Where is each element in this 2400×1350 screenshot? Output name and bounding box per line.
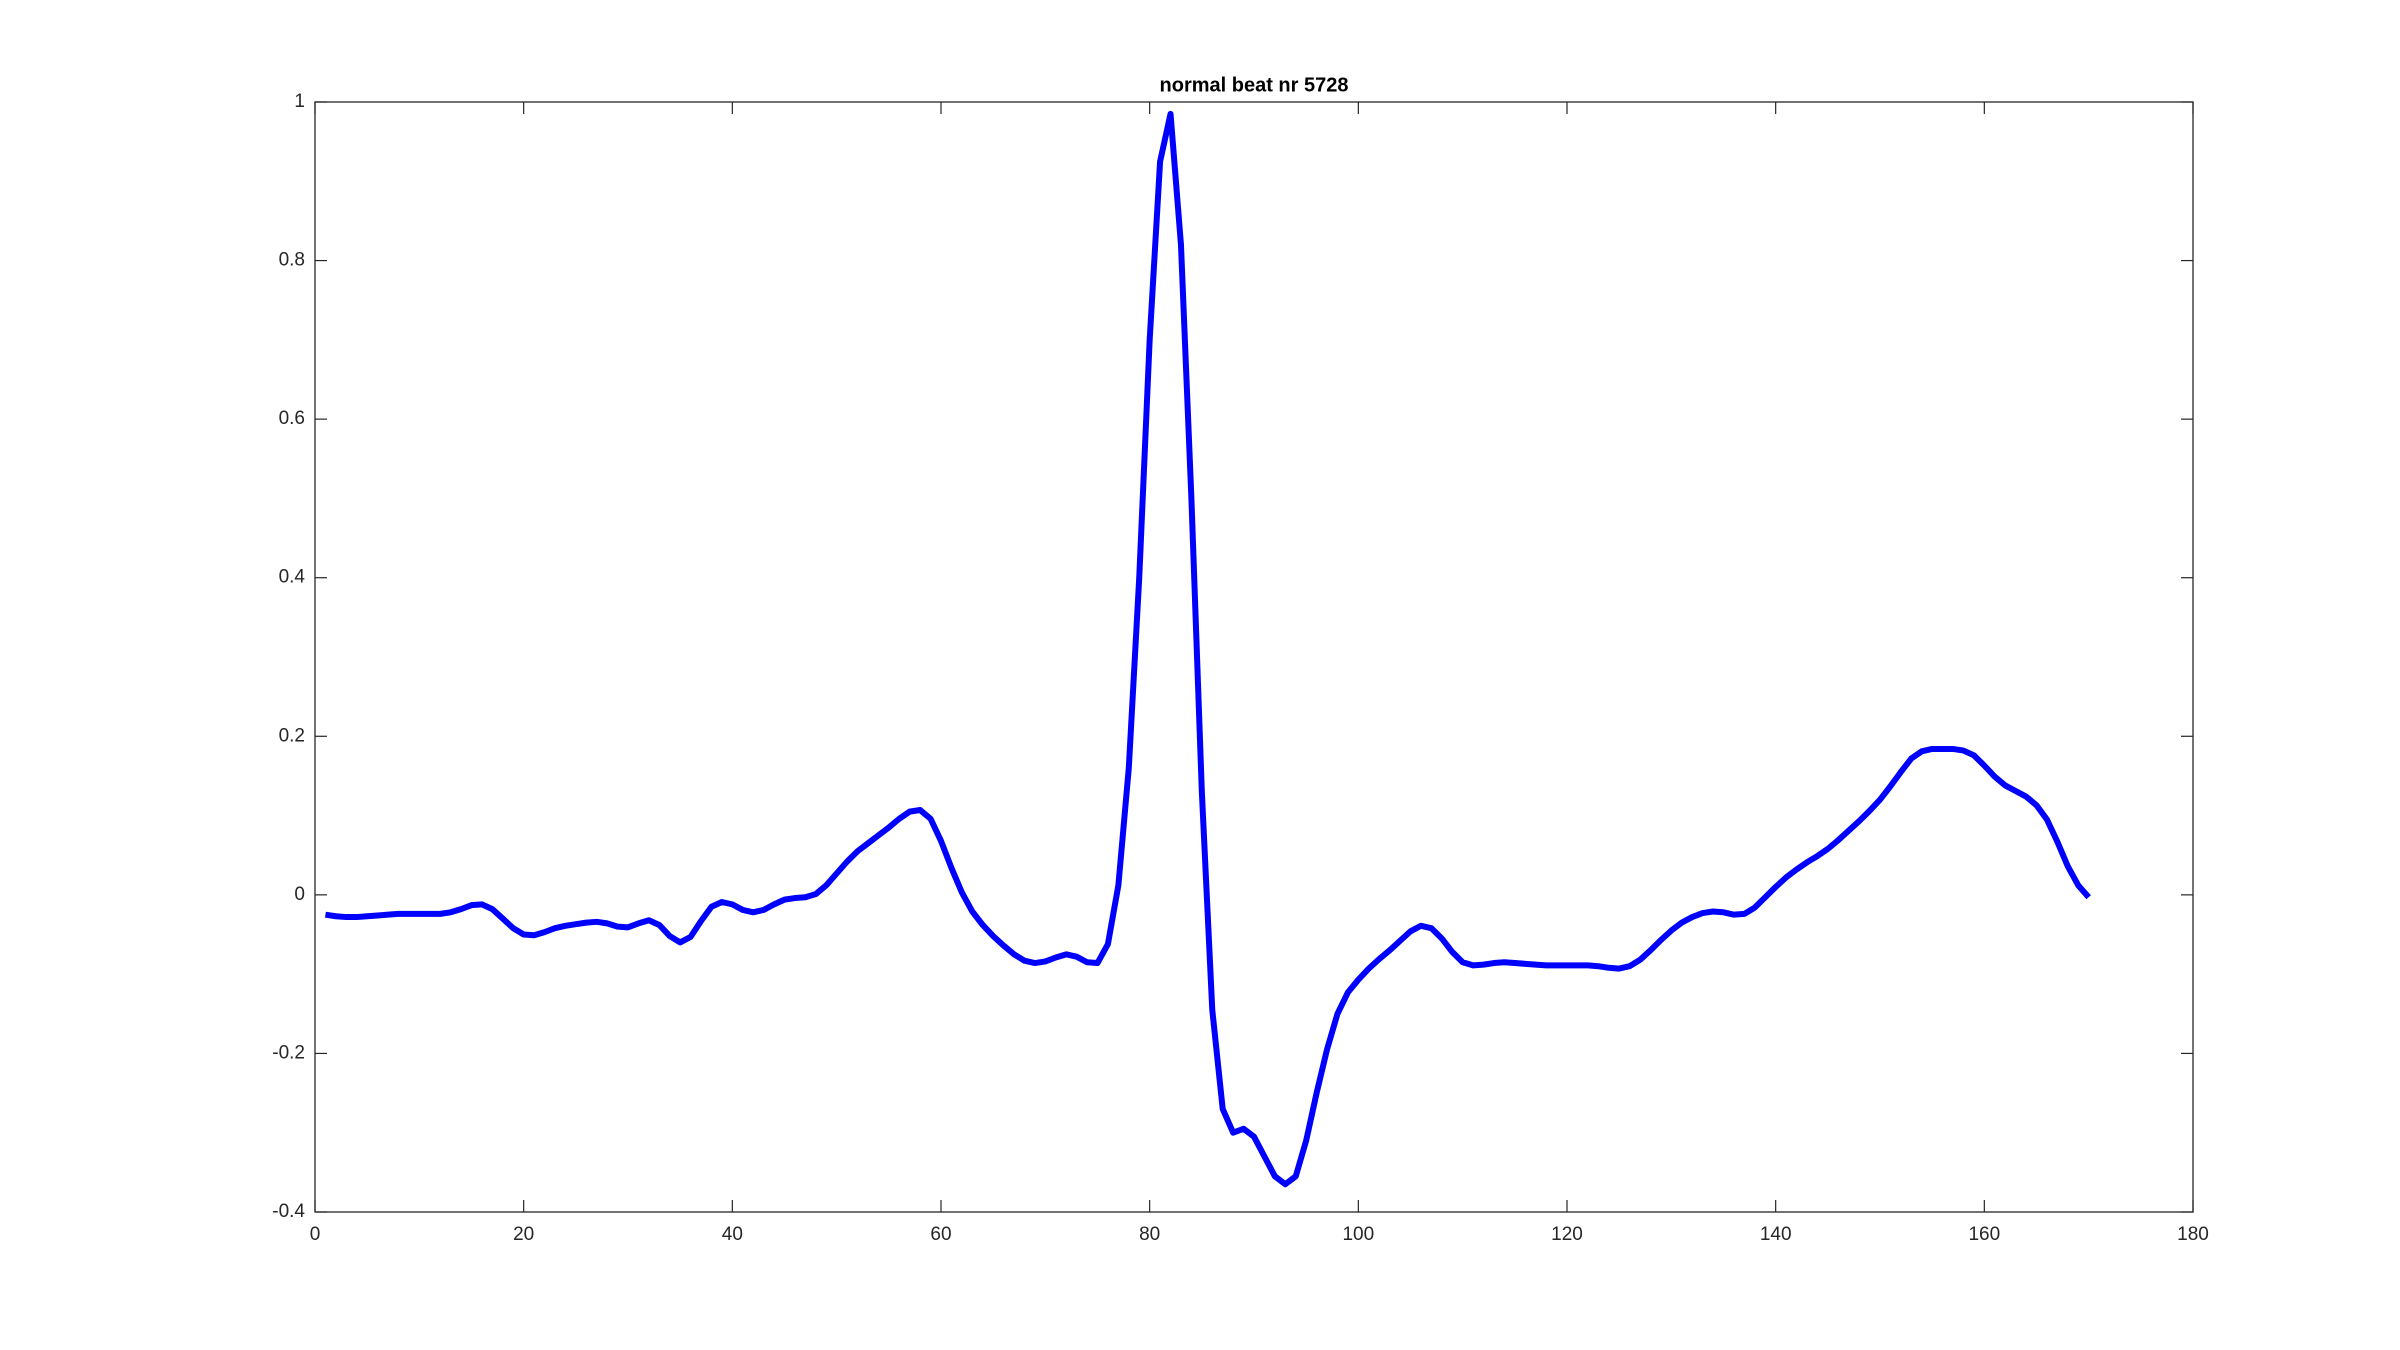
y-tick-label: 0 xyxy=(294,884,305,905)
x-tick-label: 0 xyxy=(310,1224,321,1245)
x-tick-label: 160 xyxy=(1968,1224,2000,1245)
x-tick-label: 80 xyxy=(1139,1224,1160,1245)
x-tick-label: 20 xyxy=(513,1224,534,1245)
x-tick-label: 40 xyxy=(722,1224,743,1245)
x-tick-label: 180 xyxy=(2177,1224,2209,1245)
line-series xyxy=(324,110,2091,1188)
chart-title: normal beat nr 5728 xyxy=(1160,74,1349,96)
x-tick-label: 100 xyxy=(1342,1224,1374,1245)
y-tick-label: -0.4 xyxy=(272,1201,305,1222)
y-tick-label: 0.2 xyxy=(279,725,305,746)
y-tick-label: 0.6 xyxy=(279,408,305,429)
axes-box xyxy=(314,101,2194,1213)
x-tick-label: 120 xyxy=(1551,1224,1583,1245)
y-tick-label: -0.2 xyxy=(272,1042,305,1063)
y-tick-label: 0.4 xyxy=(279,567,306,588)
y-tick-label: 0.8 xyxy=(279,250,305,271)
y-tick-label: 1 xyxy=(294,91,305,112)
x-tick-label: 60 xyxy=(930,1224,951,1245)
x-tick-label: 140 xyxy=(1760,1224,1792,1245)
